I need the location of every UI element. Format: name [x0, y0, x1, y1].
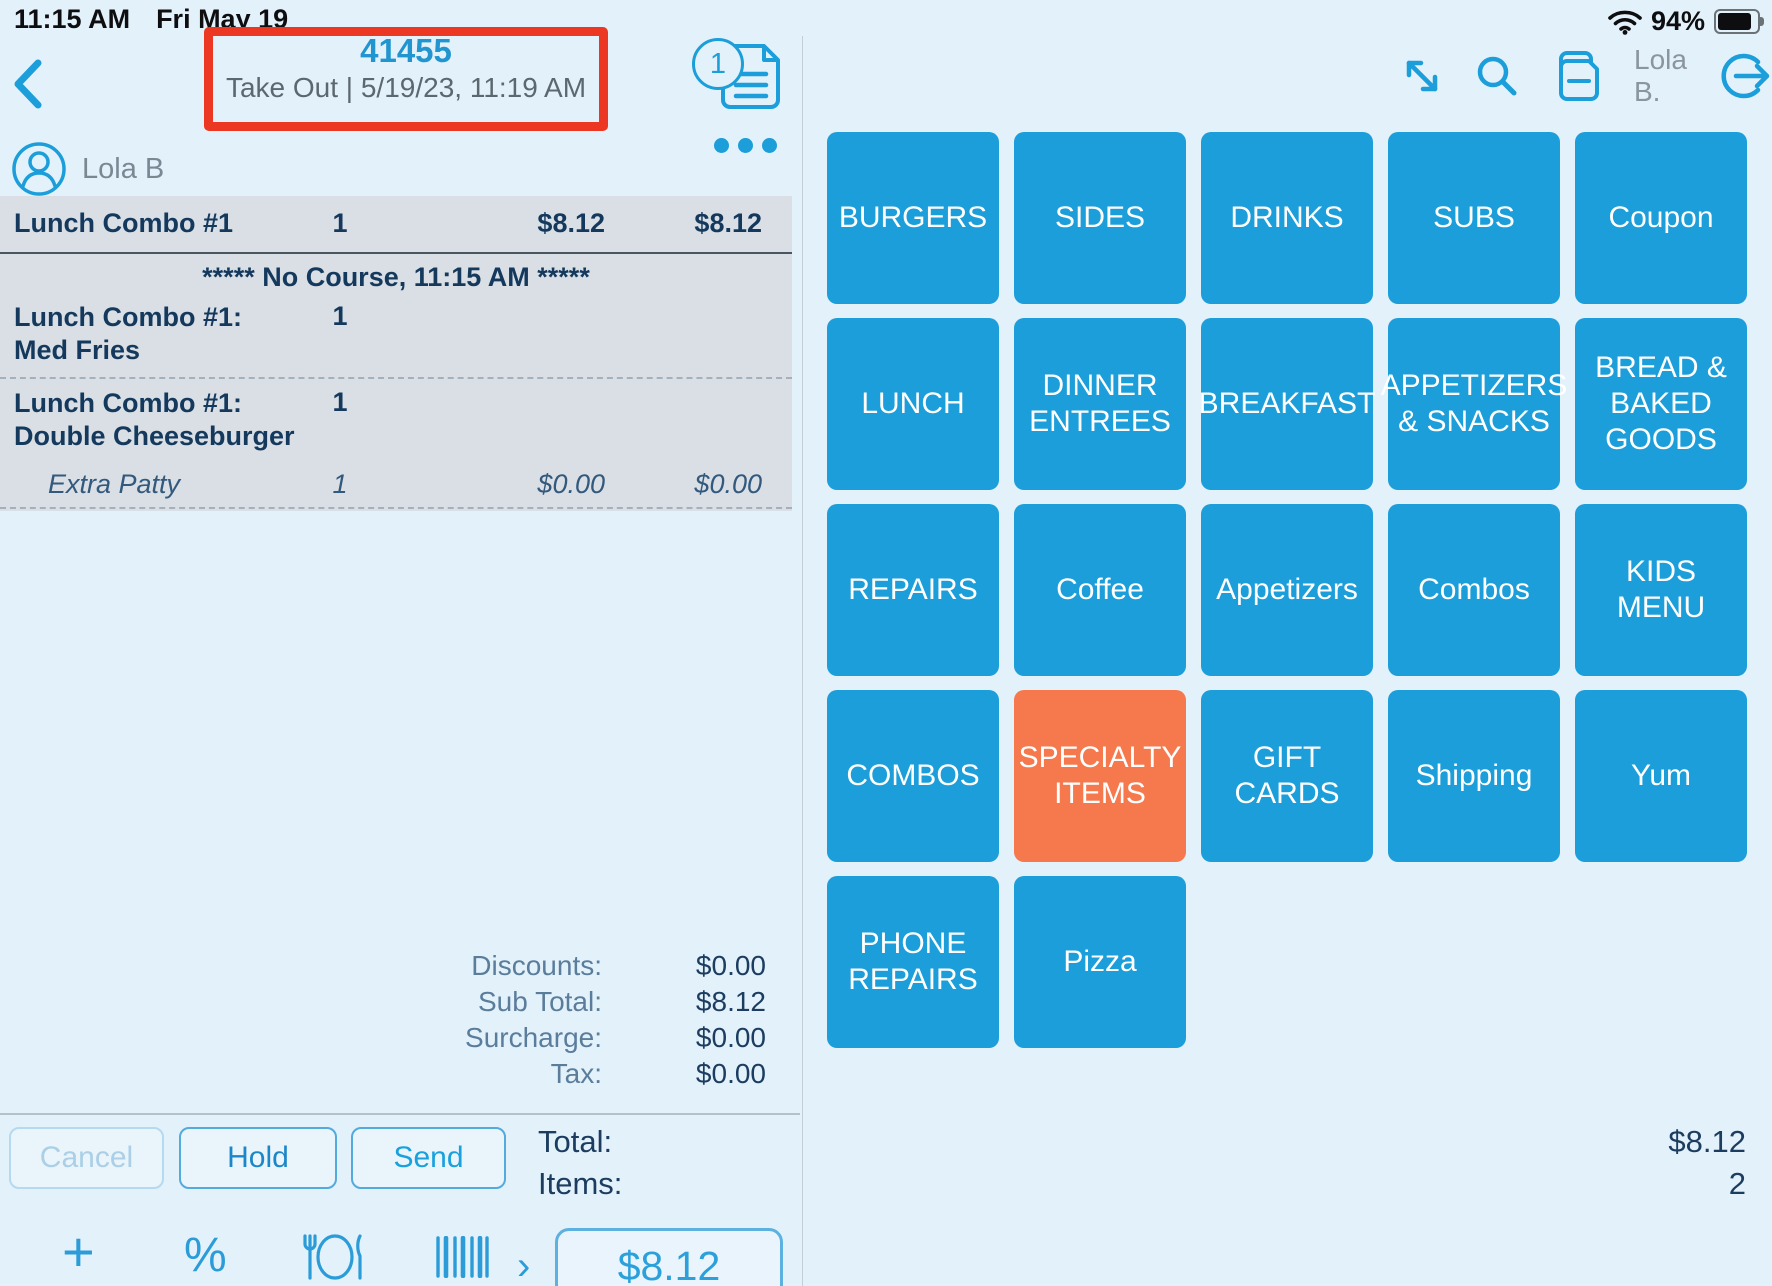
modifier-price: $0.00: [537, 469, 605, 499]
totals-row: Tax: $0.00: [0, 1058, 792, 1094]
status-bar-right: 94%: [1608, 6, 1764, 37]
expand-icon[interactable]: [1400, 54, 1444, 98]
item-qty: 1: [332, 301, 348, 331]
menu-tile-drinks[interactable]: DRINKS: [1201, 132, 1373, 304]
order-notes-button[interactable]: 1: [690, 30, 800, 122]
item-name: Lunch Combo #1: [14, 208, 234, 238]
panel-divider-horizontal: [0, 1113, 800, 1115]
course-header: ***** No Course, 11:15 AM *****: [202, 262, 590, 292]
items-count-value: 2: [1728, 1166, 1746, 1201]
annotation-red-box: [204, 27, 608, 131]
modifier-total: $0.00: [694, 469, 762, 499]
header-toolbar: Lola B.: [1400, 44, 1772, 107]
add-icon[interactable]: +: [62, 1220, 95, 1283]
menu-tile-combos[interactable]: Combos: [1388, 504, 1560, 676]
modifier-row[interactable]: Extra Patty 1 $0.00 $0.00: [0, 463, 792, 507]
wifi-icon: [1608, 9, 1642, 35]
item-qty: 1: [332, 208, 348, 238]
totals-row: Discounts: $0.00: [0, 950, 792, 986]
menu-tile-yum[interactable]: Yum: [1575, 690, 1747, 862]
menu-tile-bread-baked-goods[interactable]: BREAD & BAKED GOODS: [1575, 318, 1747, 490]
order-items-list: Lunch Combo #1 1 $8.12 $8.12 ***** No Co…: [0, 196, 792, 511]
menu-tile-subs[interactable]: SUBS: [1388, 132, 1560, 304]
item-name: Lunch Combo #1:: [14, 388, 242, 418]
course-section: ***** No Course, 11:15 AM ***** Lunch Co…: [0, 254, 792, 511]
logout-icon[interactable]: [1720, 52, 1772, 100]
dining-icon[interactable]: [302, 1232, 368, 1282]
order-title-block[interactable]: 41455 Take Out | 5/19/23, 11:19 AM: [214, 32, 598, 106]
send-button[interactable]: Send: [351, 1127, 506, 1189]
order-line-item[interactable]: Lunch Combo #1: Med Fries 1: [0, 293, 792, 377]
menu-tile-repairs[interactable]: REPAIRS: [827, 504, 999, 676]
totals-label: Tax:: [550, 1058, 602, 1089]
chevron-right-icon[interactable]: ›: [517, 1244, 531, 1286]
documents-icon[interactable]: [1550, 49, 1602, 103]
totals-label: Discounts:: [471, 950, 602, 981]
order-line-item[interactable]: Lunch Combo #1: Double Cheeseburger 1: [0, 379, 792, 463]
totals-row: Surcharge: $0.00: [0, 1022, 792, 1058]
item-name-line2: Double Cheeseburger: [14, 421, 295, 451]
logged-in-user[interactable]: Lola B.: [1634, 44, 1687, 107]
item-name: Lunch Combo #1:: [14, 302, 242, 332]
menu-tile-shipping[interactable]: Shipping: [1388, 690, 1560, 862]
totals-value: $0.00: [695, 1058, 766, 1089]
total-value: $8.12: [1668, 1124, 1746, 1159]
menu-tile-coupon[interactable]: Coupon: [1575, 132, 1747, 304]
avatar-icon: [10, 140, 68, 198]
menu-tile-sides[interactable]: SIDES: [1014, 132, 1186, 304]
menu-tile-phone-repairs[interactable]: PHONE REPAIRS: [827, 876, 999, 1048]
item-total: $8.12: [694, 208, 762, 238]
totals-block: Discounts: $0.00 Sub Total: $8.12 Surcharge:…: [0, 950, 792, 1094]
items-count-label: Items:: [538, 1166, 623, 1201]
status-bar-left: 11:15 AM Fri May 19: [14, 4, 288, 35]
percent-icon[interactable]: %: [184, 1229, 227, 1282]
totals-value: $8.12: [695, 986, 766, 1017]
menu-tile-breakfast[interactable]: BREAKFAST: [1199, 318, 1375, 490]
totals-row: Sub Total: $8.12: [0, 986, 792, 1022]
menu-tile-combos[interactable]: COMBOS: [827, 690, 999, 862]
pay-amount-button[interactable]: $8.12: [555, 1228, 783, 1286]
cancel-button[interactable]: Cancel: [9, 1127, 164, 1189]
pay-amount: $8.12: [617, 1243, 721, 1286]
modifier-qty: 1: [332, 469, 348, 499]
menu-tile-pizza[interactable]: Pizza: [1014, 876, 1186, 1048]
item-name-line2: Med Fries: [14, 335, 141, 365]
back-button[interactable]: [10, 58, 44, 110]
totals-value: $0.00: [695, 1022, 766, 1053]
menu-tile-burgers[interactable]: BURGERS: [827, 132, 999, 304]
menu-tile-dinner-entrees[interactable]: DINNER ENTREES: [1014, 318, 1186, 490]
totals-value: $0.00: [695, 950, 766, 981]
hold-button[interactable]: Hold: [179, 1127, 337, 1189]
menu-tile-specialty-items[interactable]: SPECIALTY ITEMS: [1014, 690, 1186, 862]
menu-tile-coffee[interactable]: Coffee: [1014, 504, 1186, 676]
more-options-button[interactable]: [714, 138, 777, 153]
order-subtitle: Take Out | 5/19/23, 11:19 AM: [225, 72, 587, 103]
totals-label: Surcharge:: [465, 1022, 602, 1053]
order-number: 41455: [360, 32, 452, 69]
dashed-separator: [0, 507, 792, 509]
battery-icon: [1714, 9, 1764, 34]
status-time: 11:15 AM: [14, 4, 131, 34]
menu-tile-appetizers-snacks[interactable]: APPETIZERS & SNACKS: [1381, 318, 1567, 490]
search-icon[interactable]: [1474, 53, 1520, 99]
menu-tile-lunch[interactable]: LUNCH: [827, 318, 999, 490]
doc-count-badge: 1: [692, 38, 744, 90]
totals-label: Sub Total:: [477, 986, 602, 1017]
battery-percent: 94%: [1650, 6, 1705, 36]
dashed-separator: [0, 377, 792, 379]
customer-name: Lola B: [82, 152, 165, 185]
customer-row[interactable]: Lola B: [10, 140, 164, 198]
menu-tile-gift-cards[interactable]: GIFT CARDS: [1201, 690, 1373, 862]
modifier-name: Extra Patty: [48, 469, 181, 499]
item-qty: 1: [332, 387, 348, 417]
panel-divider-vertical: [802, 36, 803, 1286]
menu-tile-kids-menu[interactable]: KIDS MENU: [1575, 504, 1747, 676]
order-line-item[interactable]: Lunch Combo #1 1 $8.12 $8.12: [0, 196, 792, 254]
total-label: Total:: [538, 1124, 613, 1159]
barcode-icon[interactable]: [434, 1236, 490, 1278]
menu-tile-appetizers[interactable]: Appetizers: [1201, 504, 1373, 676]
item-price: $8.12: [537, 208, 605, 238]
